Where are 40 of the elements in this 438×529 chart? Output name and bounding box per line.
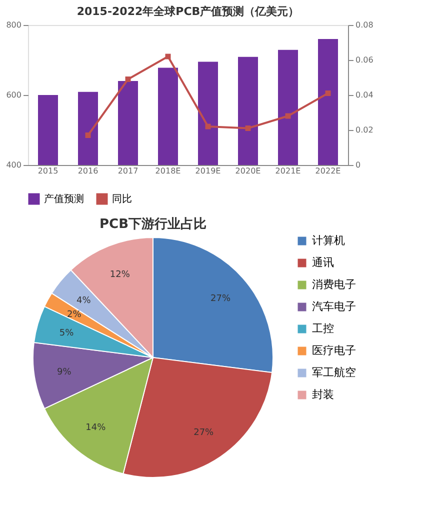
point	[85, 132, 91, 138]
point	[325, 90, 331, 96]
y-tick-label: 600	[6, 90, 22, 100]
legend-label: 消费电子	[312, 278, 356, 291]
data-label: 27%	[210, 294, 231, 304]
x-tick-label: 2018E	[155, 166, 181, 176]
y2-tick-label: 0.08	[356, 20, 374, 30]
x-tick-label: 2020E	[235, 166, 261, 176]
data-label: 14%	[86, 422, 106, 433]
y-tick-label: 800	[6, 20, 22, 30]
x-tick-label: 2021E	[275, 166, 301, 176]
data-label: 12%	[110, 270, 130, 280]
point	[245, 126, 251, 131]
legend-label: 通讯	[312, 256, 334, 269]
point	[125, 76, 131, 82]
legend-label: 汽车电子	[312, 300, 356, 313]
legend-label: 工控	[312, 322, 334, 335]
data-label: 9%	[56, 368, 72, 378]
chart-title: 2015-2022年全球PCB产值预测（亿美元）	[76, 5, 300, 18]
x-tick-label: 2015	[38, 166, 58, 176]
data-label: 27%	[194, 428, 214, 438]
x-tick-label: 2022E	[315, 166, 341, 176]
legend-label: 封装	[312, 388, 334, 401]
y2-tick-label: 0	[356, 160, 361, 170]
data-label: 4%	[76, 296, 92, 306]
x-tick-label: 2019E	[195, 166, 221, 176]
legend-label: 医疗电子	[312, 344, 356, 357]
chart-title: PCB下游行业占比	[100, 217, 206, 232]
data-label: 5%	[59, 328, 74, 338]
legend-label: 同比	[112, 193, 132, 205]
legend-label: 计算机	[312, 234, 345, 247]
legend-label: 产值预测	[44, 193, 84, 205]
y2-tick-label: 0.04	[356, 90, 374, 100]
y2-tick-label: 0.06	[356, 56, 374, 64]
x-tick-label: 2016	[78, 166, 98, 176]
y2-tick-label: 0.02	[356, 126, 374, 134]
data-label: 2%	[66, 310, 82, 320]
x-tick-label: 2017	[118, 166, 138, 176]
y-tick-label: 400	[6, 160, 22, 170]
legend-label: 军工航空	[312, 366, 356, 379]
